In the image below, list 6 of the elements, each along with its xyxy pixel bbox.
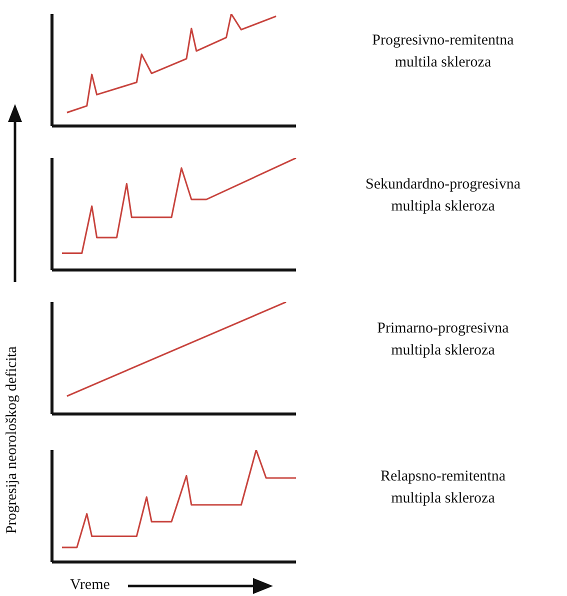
text: Relapsno-remitentna multipla skleroza <box>380 468 506 507</box>
text: Sekundardno-progresivna multipla skleroza <box>366 176 521 215</box>
text: Progresivno-remitentna multila skleroza <box>372 32 514 71</box>
text: Primarno-progresivna multipla skleroza <box>377 320 510 359</box>
x-axis-title: Vreme <box>70 577 110 594</box>
y-axis-title: Progresija neorološkog deficita <box>4 345 21 536</box>
